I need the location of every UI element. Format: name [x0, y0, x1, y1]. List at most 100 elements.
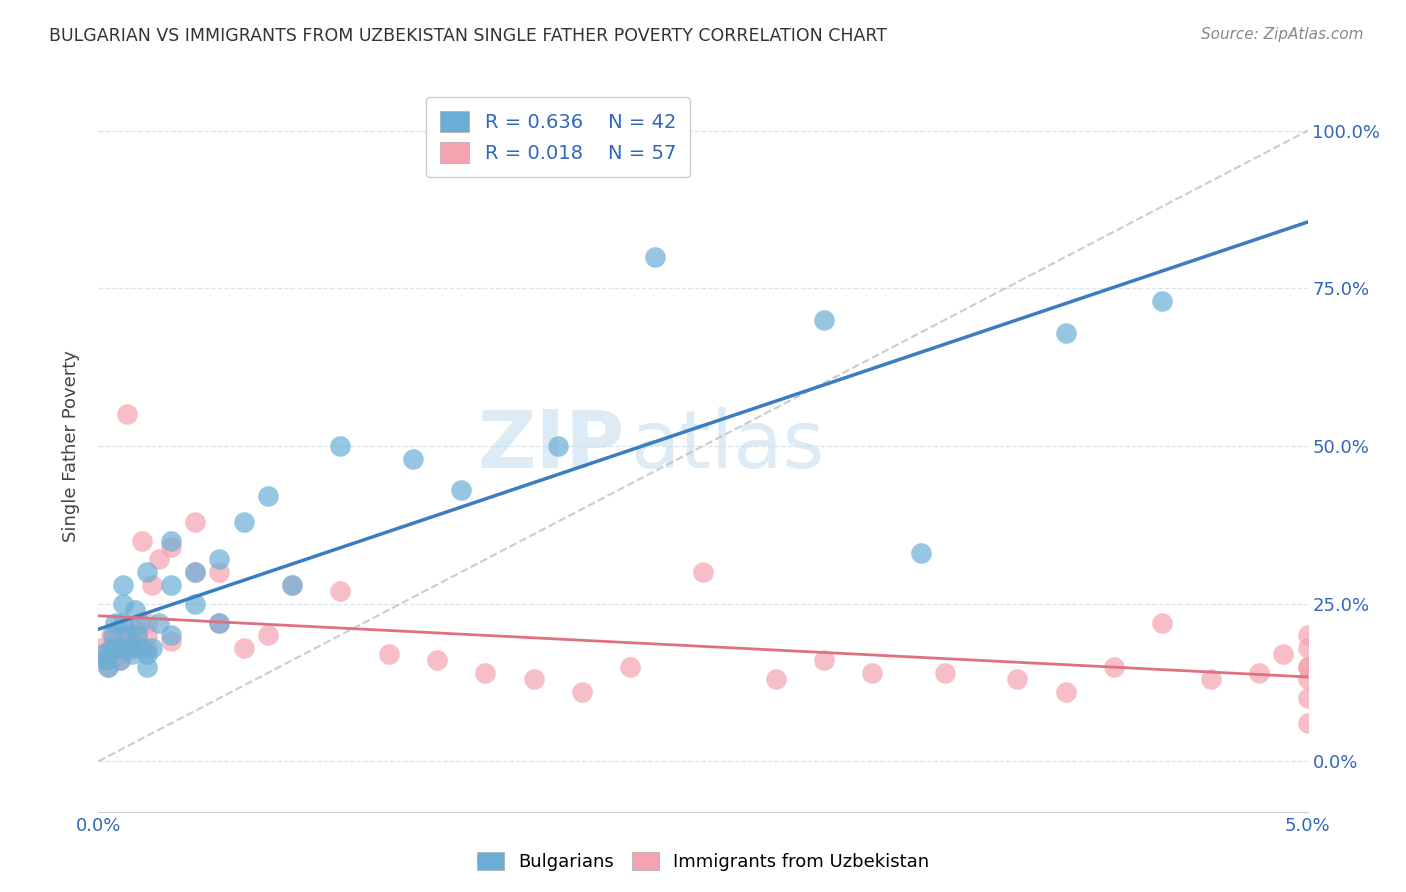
Point: [377, 647, 399, 661]
Point: [208, 615, 231, 630]
Point: [135, 640, 157, 655]
Point: [160, 533, 183, 548]
Point: [910, 546, 932, 560]
Point: [135, 659, 157, 673]
Point: [111, 597, 134, 611]
Point: [101, 640, 124, 655]
Point: [108, 653, 131, 667]
Point: [184, 565, 207, 579]
Text: ZIP: ZIP: [477, 407, 624, 485]
Text: BULGARIAN VS IMMIGRANTS FROM UZBEKISTAN SINGLE FATHER POVERTY CORRELATION CHART: BULGARIAN VS IMMIGRANTS FROM UZBEKISTAN …: [49, 27, 887, 45]
Point: [402, 451, 425, 466]
Point: [131, 533, 153, 548]
Point: [118, 640, 141, 655]
Point: [256, 490, 278, 504]
Point: [329, 584, 352, 599]
Point: [474, 665, 496, 680]
Point: [148, 615, 170, 630]
Point: [108, 653, 131, 667]
Point: [100, 628, 122, 642]
Point: [281, 578, 304, 592]
Point: [1296, 628, 1319, 642]
Point: [813, 313, 835, 327]
Point: [97, 659, 120, 673]
Legend: Bulgarians, Immigrants from Uzbekistan: Bulgarians, Immigrants from Uzbekistan: [470, 845, 936, 879]
Point: [148, 552, 170, 566]
Point: [141, 578, 163, 592]
Point: [523, 673, 546, 687]
Point: [208, 565, 231, 579]
Point: [256, 628, 278, 642]
Point: [97, 659, 120, 673]
Point: [1296, 691, 1319, 706]
Point: [232, 640, 254, 655]
Point: [208, 552, 231, 566]
Point: [329, 439, 352, 453]
Point: [1296, 716, 1319, 731]
Point: [1249, 665, 1271, 680]
Point: [117, 628, 139, 642]
Point: [141, 640, 163, 655]
Y-axis label: Single Father Poverty: Single Father Poverty: [62, 350, 80, 542]
Point: [232, 515, 254, 529]
Point: [765, 673, 787, 687]
Point: [127, 628, 149, 642]
Point: [124, 640, 146, 655]
Point: [91, 647, 114, 661]
Point: [111, 578, 134, 592]
Point: [121, 622, 143, 636]
Point: [1054, 685, 1077, 699]
Point: [118, 634, 141, 648]
Point: [135, 628, 157, 642]
Point: [1199, 673, 1222, 687]
Point: [813, 653, 835, 667]
Point: [1007, 673, 1029, 687]
Point: [90, 640, 112, 655]
Point: [860, 665, 883, 680]
Point: [184, 565, 207, 579]
Point: [127, 628, 149, 642]
Point: [91, 647, 114, 661]
Point: [121, 647, 143, 661]
Point: [644, 250, 666, 264]
Point: [160, 634, 183, 648]
Point: [100, 640, 122, 655]
Point: [104, 615, 127, 630]
Point: [450, 483, 472, 497]
Point: [1272, 647, 1295, 661]
Point: [692, 565, 714, 579]
Point: [1296, 673, 1319, 687]
Point: [135, 615, 157, 630]
Point: [101, 628, 124, 642]
Point: [184, 515, 207, 529]
Text: Source: ZipAtlas.com: Source: ZipAtlas.com: [1201, 27, 1364, 42]
Text: atlas: atlas: [630, 407, 825, 485]
Point: [160, 540, 183, 554]
Point: [131, 640, 153, 655]
Point: [135, 647, 157, 661]
Point: [1296, 659, 1319, 673]
Point: [111, 628, 134, 642]
Point: [1102, 659, 1125, 673]
Point: [619, 659, 641, 673]
Point: [934, 665, 956, 680]
Point: [117, 408, 139, 422]
Point: [547, 439, 569, 453]
Point: [426, 653, 449, 667]
Point: [160, 578, 183, 592]
Point: [104, 634, 127, 648]
Point: [135, 565, 157, 579]
Point: [1296, 640, 1319, 655]
Point: [1296, 659, 1319, 673]
Point: [571, 685, 593, 699]
Legend: R = 0.636    N = 42, R = 0.018    N = 57: R = 0.636 N = 42, R = 0.018 N = 57: [426, 97, 689, 177]
Point: [111, 640, 134, 655]
Point: [1152, 293, 1174, 308]
Point: [94, 653, 117, 667]
Point: [1054, 326, 1077, 340]
Point: [107, 647, 129, 661]
Point: [1152, 615, 1174, 630]
Point: [184, 597, 207, 611]
Point: [160, 628, 183, 642]
Point: [94, 653, 117, 667]
